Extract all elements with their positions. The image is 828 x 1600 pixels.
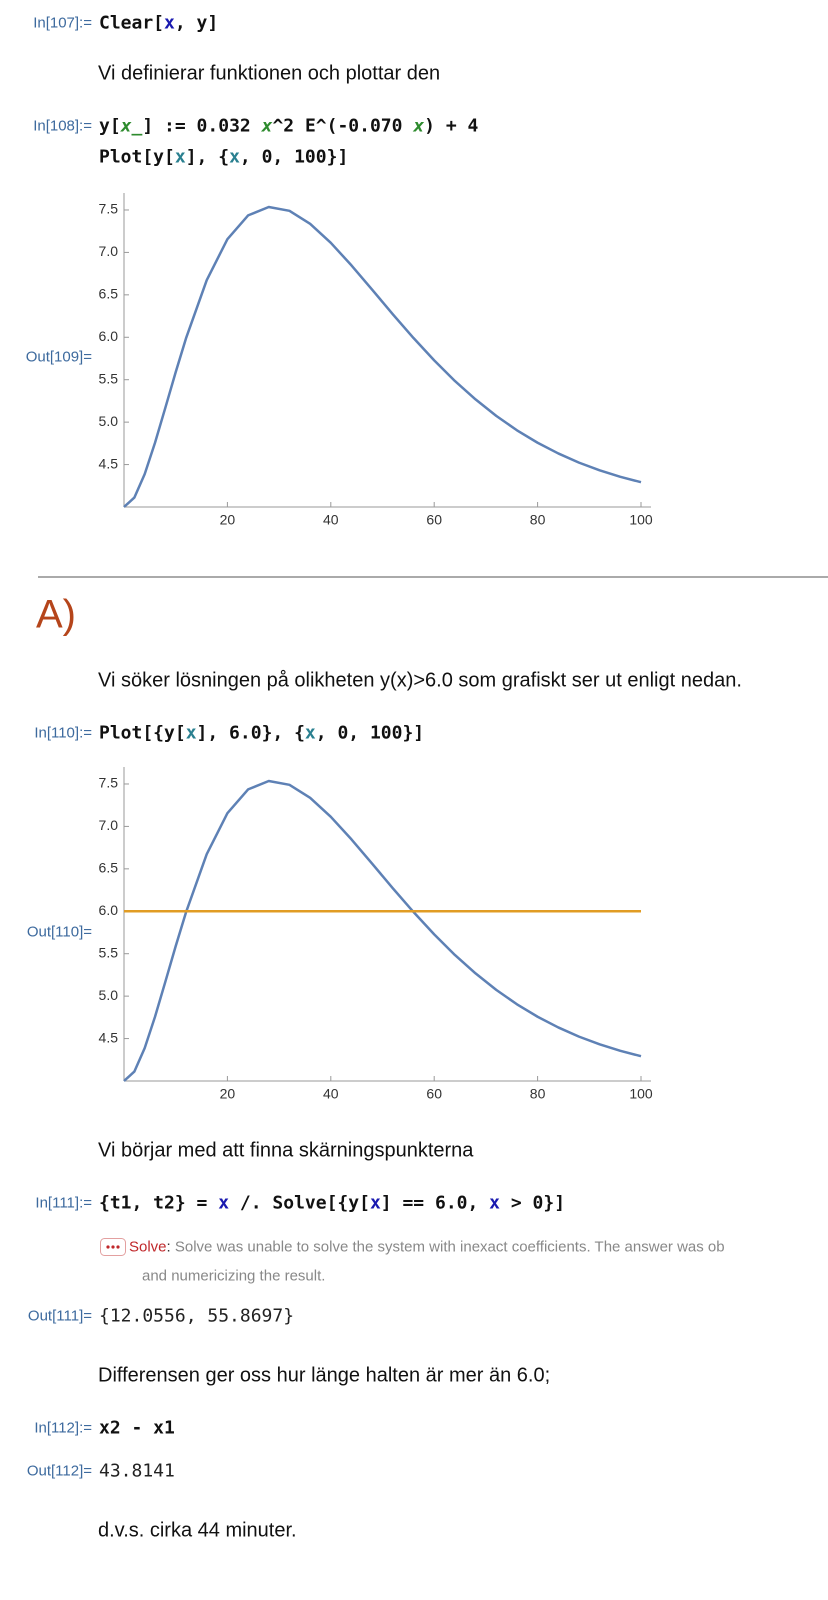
- code-token: ] := 0.032: [142, 115, 262, 137]
- heading: A): [36, 592, 76, 637]
- message-icon: [100, 1238, 126, 1256]
- text: Differensen ger oss hur länge halten är …: [98, 1364, 551, 1387]
- y-tick-label: 5.0: [99, 413, 119, 429]
- x-tick-label: 20: [220, 512, 236, 528]
- code-token: ] == 6.0,: [380, 1192, 490, 1214]
- output: 43.8141: [99, 1460, 175, 1482]
- y-tick-label: 6.5: [99, 286, 119, 302]
- code: x2 - x1: [99, 1418, 175, 1439]
- x-tick-label: 40: [323, 512, 339, 528]
- code: Plot[y[x], {x, 0, 100}]: [99, 147, 348, 168]
- code-token: x2 - x1: [99, 1417, 175, 1439]
- cell-label: Out[109]=: [25, 348, 92, 366]
- y-tick-label: 6.5: [99, 860, 119, 876]
- code-token: Clear[: [99, 12, 165, 34]
- y-tick-label: 7.5: [99, 775, 119, 791]
- x-tick-label: 60: [426, 512, 442, 528]
- code: Clear[x, y]: [99, 13, 218, 34]
- code-token: Plot[y[: [99, 146, 175, 168]
- cell-label: Out[111]=: [27, 1307, 92, 1325]
- code-token: {t1, t2} =: [99, 1192, 219, 1214]
- code-token: x: [413, 115, 425, 137]
- code-token: y[: [99, 115, 121, 137]
- text: Vi definierar funktionen och plottar den: [98, 62, 441, 85]
- code-token: , y]: [174, 12, 219, 34]
- code-token: x_: [120, 115, 143, 137]
- x-tick-label: 100: [629, 512, 653, 528]
- code: {t1, t2} = x /. Solve[{y[x] == 6.0, x > …: [99, 1193, 565, 1214]
- text: Vi söker lösningen på olikheten y(x)>6.0…: [98, 669, 742, 692]
- code-token: Plot[{y[: [99, 722, 186, 744]
- code-token: , 0, 100}]: [239, 146, 349, 168]
- plot: 20 40 60 80 100 4.5 5.0 5.5 6.0 6.5 7.0 7.5: [99, 767, 653, 1102]
- x-tick-label: 100: [629, 1086, 653, 1102]
- code-token: x: [174, 146, 186, 168]
- code: y[x_] := 0.032 x^2 E^(-0.070 x) + 4: [99, 116, 478, 137]
- output: {12.0556, 55.8697}: [99, 1305, 295, 1327]
- code: Plot[{y[x], 6.0}, {x, 0, 100}]: [99, 723, 424, 744]
- y-tick-label: 7.5: [99, 201, 119, 217]
- separator: [38, 576, 828, 578]
- cell-label: In[107]:=: [33, 14, 92, 32]
- message-symbol: Solve: [129, 1238, 167, 1256]
- message: Solve: Solve was unable to solve the sys…: [129, 1239, 725, 1256]
- cell-label: In[108]:=: [33, 117, 92, 135]
- text: Vi börjar med att finna skärningspunkter…: [98, 1139, 474, 1162]
- cell-label: Out[110]=: [26, 923, 92, 941]
- plot: 20 40 60 80 100 4.5 5.0 5.5 6.0 6.5 7.0 7.5: [99, 193, 653, 528]
- code-token: x: [218, 1192, 230, 1214]
- cell-label: In[110]:=: [34, 724, 92, 742]
- message-text: and numericizing the result.: [142, 1267, 326, 1285]
- x-tick-label: 80: [530, 512, 546, 528]
- code-token: ) + 4: [424, 115, 479, 137]
- code-token: x: [164, 12, 175, 34]
- text: d.v.s. cirka 44 minuter.: [98, 1519, 297, 1542]
- y-tick-label: 4.5: [99, 455, 119, 471]
- message-text: Solve was unable to solve the system wit…: [174, 1238, 725, 1256]
- y-tick-label: 7.0: [99, 817, 119, 833]
- code-token: x: [261, 115, 273, 137]
- cell-label: Out[112]=: [26, 1462, 92, 1480]
- y-tick-label: 5.5: [99, 370, 119, 386]
- y-tick-label: 6.0: [99, 902, 119, 918]
- x-tick-label: 20: [220, 1086, 236, 1102]
- code-token: x: [369, 1192, 381, 1214]
- x-tick-label: 80: [530, 1086, 546, 1102]
- message-separator: :: [166, 1238, 171, 1256]
- code-token: /. Solve[{y[: [229, 1192, 370, 1214]
- curve: [123, 205, 642, 508]
- code-token: x: [304, 722, 316, 744]
- y-tick-label: 5.5: [99, 944, 119, 960]
- code-token: ], {: [185, 146, 230, 168]
- cell-label: In[111]:=: [35, 1194, 92, 1212]
- code-token: x: [229, 146, 240, 168]
- x-tick-label: 40: [323, 1086, 339, 1102]
- code-token: ], 6.0}, {: [196, 722, 305, 744]
- code-token: > 0}]: [500, 1192, 566, 1214]
- x-tick-label: 60: [426, 1086, 442, 1102]
- code-token: , 0, 100}]: [315, 722, 425, 744]
- cell-label: In[112]:=: [34, 1419, 92, 1437]
- code-token: ^2 E^(-0.070: [272, 115, 414, 137]
- y-tick-label: 4.5: [99, 1029, 119, 1045]
- y-tick-label: 6.0: [99, 328, 119, 344]
- code-token: x: [489, 1192, 501, 1214]
- y-tick-label: 7.0: [99, 243, 119, 259]
- curve: [123, 779, 642, 1082]
- y-tick-label: 5.0: [99, 987, 119, 1003]
- code-token: x: [185, 722, 197, 744]
